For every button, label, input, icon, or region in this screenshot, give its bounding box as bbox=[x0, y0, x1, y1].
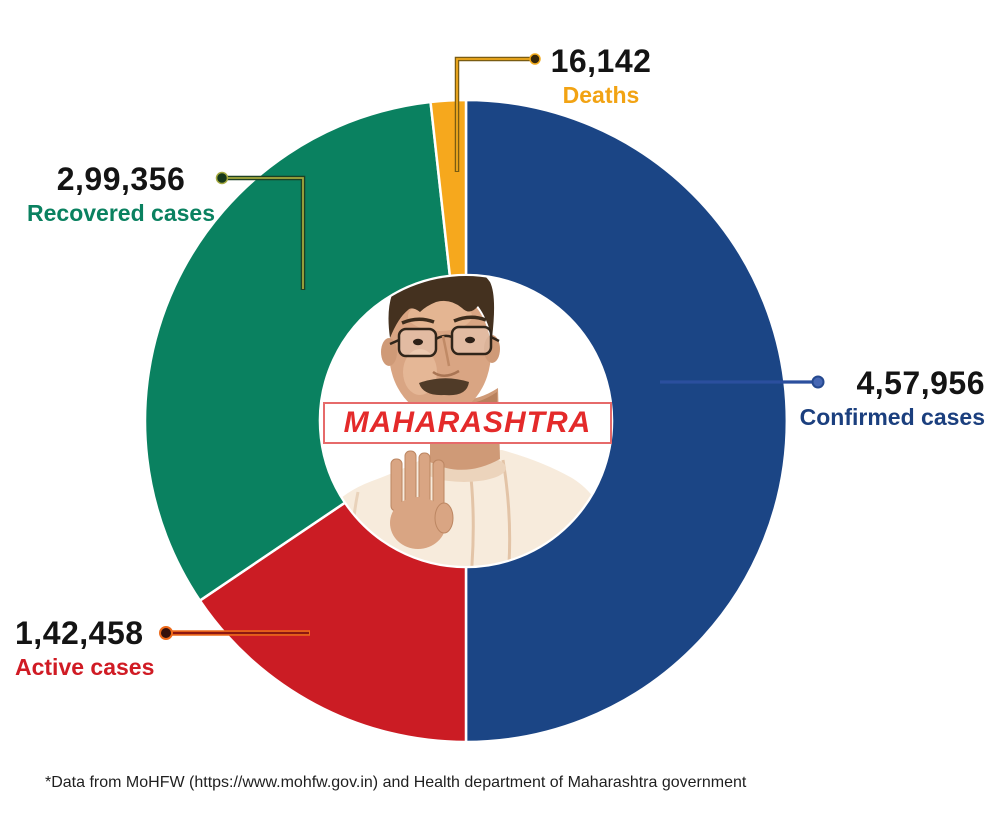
leader-active-dot bbox=[159, 626, 173, 640]
left-eye bbox=[413, 338, 423, 346]
donut-slices bbox=[143, 98, 789, 744]
deaths-value: 16,142 bbox=[550, 43, 652, 79]
recovered-value: 2,99,356 bbox=[56, 161, 186, 197]
leader-confirmed bbox=[660, 375, 825, 389]
glasses-temples bbox=[389, 335, 500, 346]
deaths-label: Deaths bbox=[562, 82, 640, 108]
leader-deaths bbox=[454, 53, 541, 172]
callout-confirmed: 4,57,956 Confirmed cases bbox=[765, 365, 985, 430]
state-name-banner: MAHARASHTRA bbox=[323, 402, 612, 444]
left-eyebrow bbox=[401, 317, 435, 325]
confirmed-value: 4,57,956 bbox=[856, 365, 985, 401]
left-ear bbox=[381, 338, 397, 366]
callout-recovered: 2,99,356 Recovered cases bbox=[10, 161, 232, 226]
right-eye bbox=[465, 336, 475, 344]
leader-confirmed-dot bbox=[811, 375, 825, 389]
callout-active: 1,42,458 Active cases bbox=[15, 615, 235, 680]
leader-deaths-dot bbox=[529, 53, 541, 65]
active-label: Active cases bbox=[15, 654, 155, 680]
active-value: 1,42,458 bbox=[15, 615, 144, 651]
callout-deaths: 16,142 Deaths bbox=[501, 43, 701, 108]
leader-recovered bbox=[215, 171, 306, 290]
state-name: MAHARASHTRA bbox=[343, 406, 592, 439]
right-eyebrow bbox=[453, 315, 487, 323]
source-note: *Data from MoHFW (https://www.mohfw.gov.… bbox=[45, 774, 747, 791]
leader-recovered-dot bbox=[215, 171, 229, 185]
confirmed-label: Confirmed cases bbox=[799, 404, 985, 430]
leader-active bbox=[159, 626, 310, 640]
portrait-image bbox=[321, 276, 611, 566]
mustache bbox=[419, 378, 469, 396]
hand bbox=[390, 450, 454, 549]
nostrils bbox=[432, 369, 460, 377]
recovered-label: Recovered cases bbox=[27, 200, 215, 226]
nose-bridge bbox=[441, 335, 451, 367]
